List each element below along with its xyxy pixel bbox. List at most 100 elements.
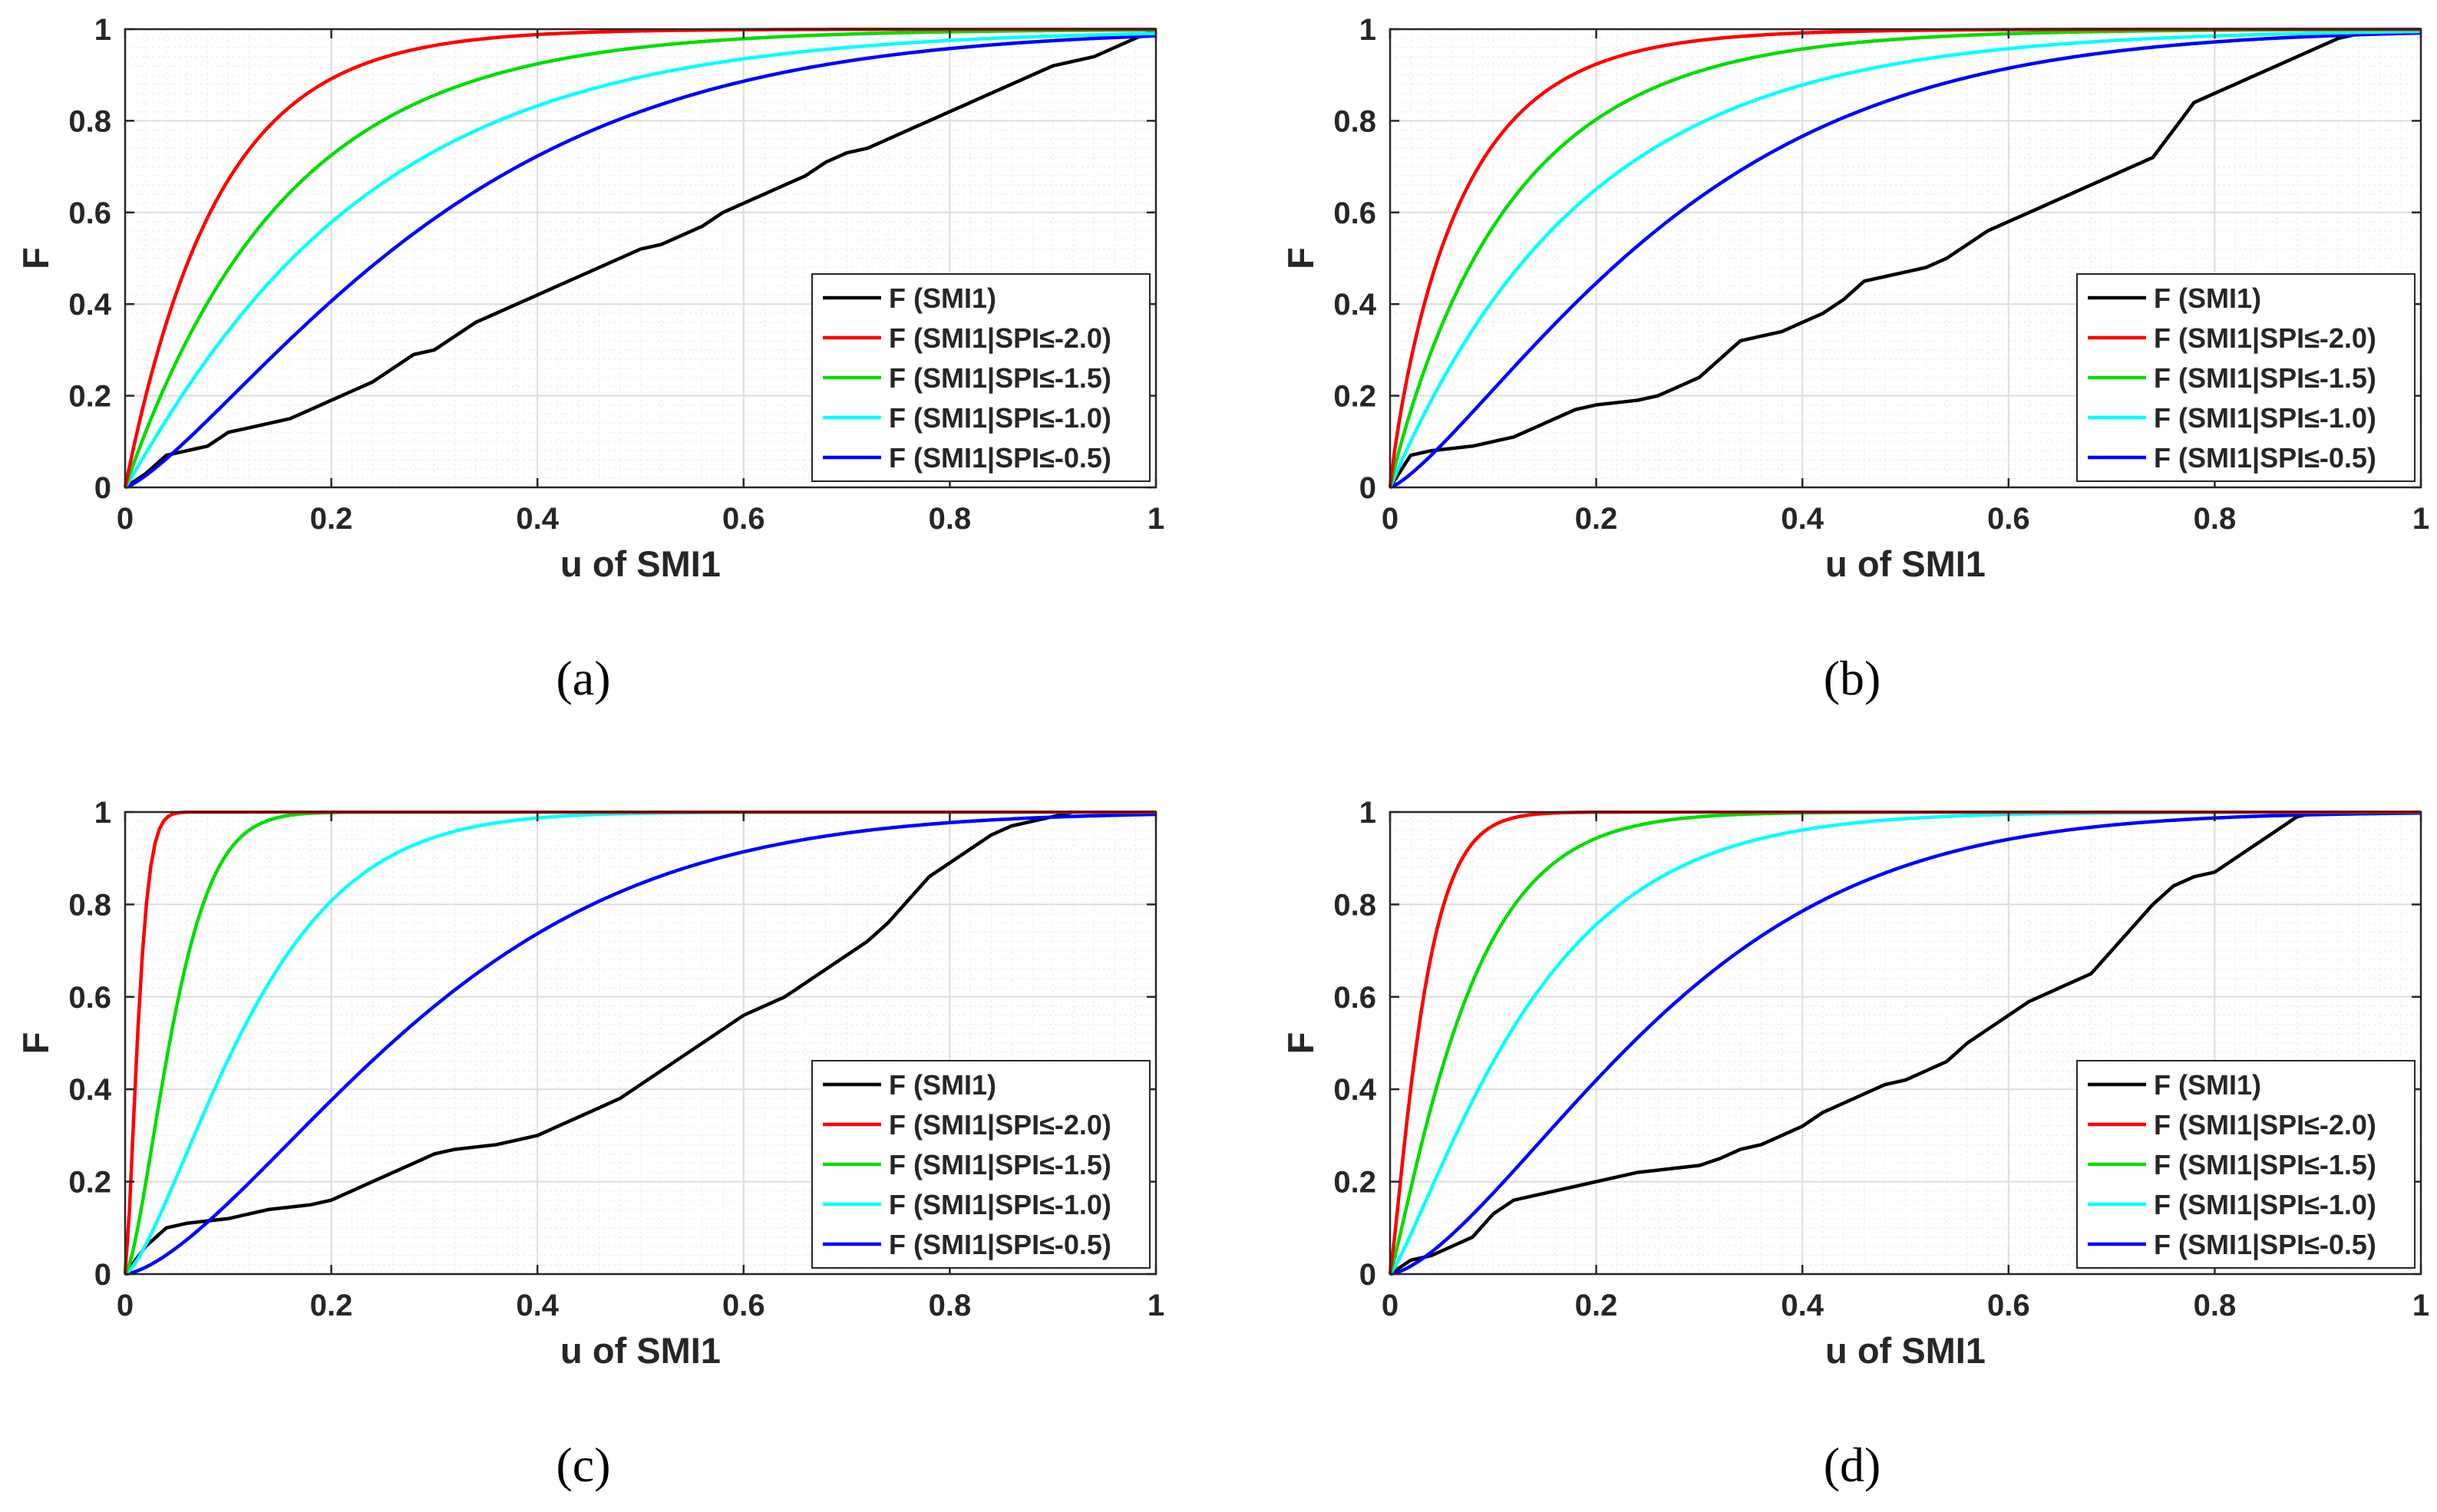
x-axis-label: u of SMI1 <box>1825 543 1986 584</box>
x-tick-label: 0.6 <box>1987 1289 2030 1322</box>
legend: F (SMI1) F (SMI1|SPI≤-2.0) F (SMI1|SPI≤-1.… <box>2076 273 2416 482</box>
legend-entry: F (SMI1) <box>2154 1069 2261 1101</box>
series-line-5 <box>124 34 1157 489</box>
y-tick-label: 1 <box>94 796 111 830</box>
panel-caption: (d) <box>1824 1438 1881 1492</box>
x-tick-label: 1 <box>1148 502 1164 536</box>
x-tick-label: 0.6 <box>722 1289 765 1322</box>
x-tick-label: 0.4 <box>1781 502 1824 536</box>
y-tick-label: 0.6 <box>1333 196 1376 230</box>
legend-entry: F (SMI1|SPI≤-1.0) <box>889 1189 1111 1221</box>
legend-entry: F (SMI1|SPI≤-1.0) <box>2154 402 2376 434</box>
x-tick-label: 0.8 <box>929 1289 972 1322</box>
x-tick-label: 1 <box>2412 1289 2429 1322</box>
y-tick-label: 0.6 <box>68 981 111 1015</box>
panel-caption: (c) <box>556 1438 610 1492</box>
chart-panel-2: 0 0.2 0.4 0.6 0.8 1 0 0.2 0.4 0.6 0.8 1 u of SMI1 F F … <box>1280 13 2429 705</box>
x-tick-label: 0 <box>1382 502 1398 536</box>
x-tick-label: 0.2 <box>310 1289 353 1322</box>
y-tick-label: 0.4 <box>68 288 111 322</box>
legend-entry: F (SMI1|SPI≤-1.0) <box>889 402 1111 434</box>
y-tick-label: 0.8 <box>1333 104 1376 138</box>
x-tick-label: 1 <box>1148 1289 1164 1322</box>
legend: F (SMI1) F (SMI1|SPI≤-2.0) F (SMI1|SPI≤-1.… <box>2076 1060 2416 1269</box>
axes-box <box>1389 28 2422 489</box>
x-tick-label: 0.6 <box>1987 502 2030 536</box>
y-tick-label: 0.8 <box>1333 888 1376 922</box>
y-tick-label: 1 <box>1359 796 1376 830</box>
series-line-5 <box>124 812 1157 1276</box>
legend-entry: F (SMI1|SPI≤-2.0) <box>2154 322 2376 355</box>
legend-entry: F (SMI1|SPI≤-2.0) <box>889 322 1111 355</box>
series-line-4 <box>1389 29 2422 488</box>
legend-entry: F (SMI1|SPI≤-2.0) <box>889 1109 1111 1141</box>
y-axis-label: F <box>15 247 56 269</box>
y-tick-label: 0.2 <box>68 1166 111 1200</box>
y-tick-label: 0.4 <box>1333 288 1376 322</box>
y-tick-label: 0 <box>1359 471 1376 505</box>
y-tick-label: 0.2 <box>1333 380 1376 414</box>
x-tick-label: 0.2 <box>310 502 353 536</box>
legend-entry: F (SMI1) <box>889 282 996 314</box>
legend-entry: F (SMI1|SPI≤-0.5) <box>889 1229 1111 1261</box>
y-axis-label: F <box>1280 1032 1321 1055</box>
x-tick-label: 0 <box>117 502 134 536</box>
y-tick-label: 0.2 <box>1333 1166 1376 1200</box>
series-line-3 <box>124 28 1157 488</box>
y-tick-label: 0 <box>94 1258 111 1292</box>
chart-panel-1: 0 0.2 0.4 0.6 0.8 1 0 0.2 0.4 0.6 0.8 1 u of SMI1 F F … <box>15 13 1164 705</box>
y-tick-label: 1 <box>1359 13 1376 47</box>
x-tick-label: 0.2 <box>1575 1289 1618 1322</box>
y-axis-label: F <box>15 1032 56 1055</box>
series-line-1 <box>124 810 1156 1276</box>
legend: F (SMI1) F (SMI1|SPI≤-2.0) F (SMI1|SPI≤-1.… <box>811 1060 1151 1269</box>
x-tick-label: 0.8 <box>2194 502 2237 536</box>
axes-box <box>124 28 1157 489</box>
y-tick-label: 0.6 <box>1333 981 1376 1015</box>
x-tick-label: 0.6 <box>722 502 765 536</box>
axes-box <box>124 810 1157 1276</box>
legend-entry: F (SMI1|SPI≤-1.5) <box>889 1149 1111 1181</box>
legend-entry: F (SMI1|SPI≤-1.5) <box>2154 1149 2376 1181</box>
legend-entry: F (SMI1|SPI≤-0.5) <box>2154 1229 2376 1261</box>
panel-caption: (a) <box>556 651 610 705</box>
legend-entry: F (SMI1) <box>2154 282 2261 314</box>
legend-entry: F (SMI1|SPI≤-1.5) <box>889 362 1111 395</box>
chart-panel-4: 0 0.2 0.4 0.6 0.8 1 0 0.2 0.4 0.6 0.8 1 u of SMI1 F F … <box>1280 796 2429 1492</box>
x-tick-label: 0 <box>117 1289 134 1322</box>
y-tick-label: 0.6 <box>68 196 111 230</box>
x-tick-label: 0.4 <box>516 502 559 536</box>
x-tick-label: 0.2 <box>1575 502 1618 536</box>
legend-entry: F (SMI1|SPI≤-0.5) <box>2154 442 2376 474</box>
series-line-1 <box>1389 28 2421 489</box>
y-tick-label: 0.2 <box>68 380 111 414</box>
chart-panel-3: 0 0.2 0.4 0.6 0.8 1 0 0.2 0.4 0.6 0.8 1 u of SMI1 F F … <box>15 796 1164 1492</box>
legend-entry: F (SMI1|SPI≤-0.5) <box>889 442 1111 474</box>
panel-caption: (b) <box>1824 651 1881 705</box>
y-tick-label: 0 <box>1359 1258 1376 1292</box>
y-tick-label: 0.8 <box>68 104 111 138</box>
series-line-5 <box>1389 811 2422 1276</box>
x-axis-label: u of SMI1 <box>560 1330 721 1371</box>
x-tick-label: 0 <box>1382 1289 1398 1322</box>
legend-entry: F (SMI1|SPI≤-1.0) <box>2154 1189 2376 1221</box>
legend-entry: F (SMI1) <box>889 1069 996 1101</box>
x-tick-label: 1 <box>2412 502 2429 536</box>
legend: F (SMI1) F (SMI1|SPI≤-2.0) F (SMI1|SPI≤-1.… <box>811 273 1151 482</box>
series-line-5 <box>1389 31 2422 489</box>
y-tick-label: 0.4 <box>1333 1073 1376 1107</box>
x-tick-label: 0.8 <box>929 502 972 536</box>
series-line-1 <box>1389 810 2421 1276</box>
series-line-4 <box>124 31 1157 489</box>
legend-entry: F (SMI1|SPI≤-1.5) <box>2154 362 2376 395</box>
y-tick-label: 0.8 <box>68 888 111 922</box>
x-tick-label: 0.4 <box>1781 1289 1824 1322</box>
x-axis-label: u of SMI1 <box>560 543 721 584</box>
x-axis-label: u of SMI1 <box>1825 1330 1986 1371</box>
x-tick-label: 0.4 <box>516 1289 559 1322</box>
y-axis-label: F <box>1280 247 1321 269</box>
legend-entry: F (SMI1|SPI≤-2.0) <box>2154 1109 2376 1141</box>
x-tick-label: 0.8 <box>2194 1289 2237 1322</box>
series-line-1 <box>124 28 1157 489</box>
